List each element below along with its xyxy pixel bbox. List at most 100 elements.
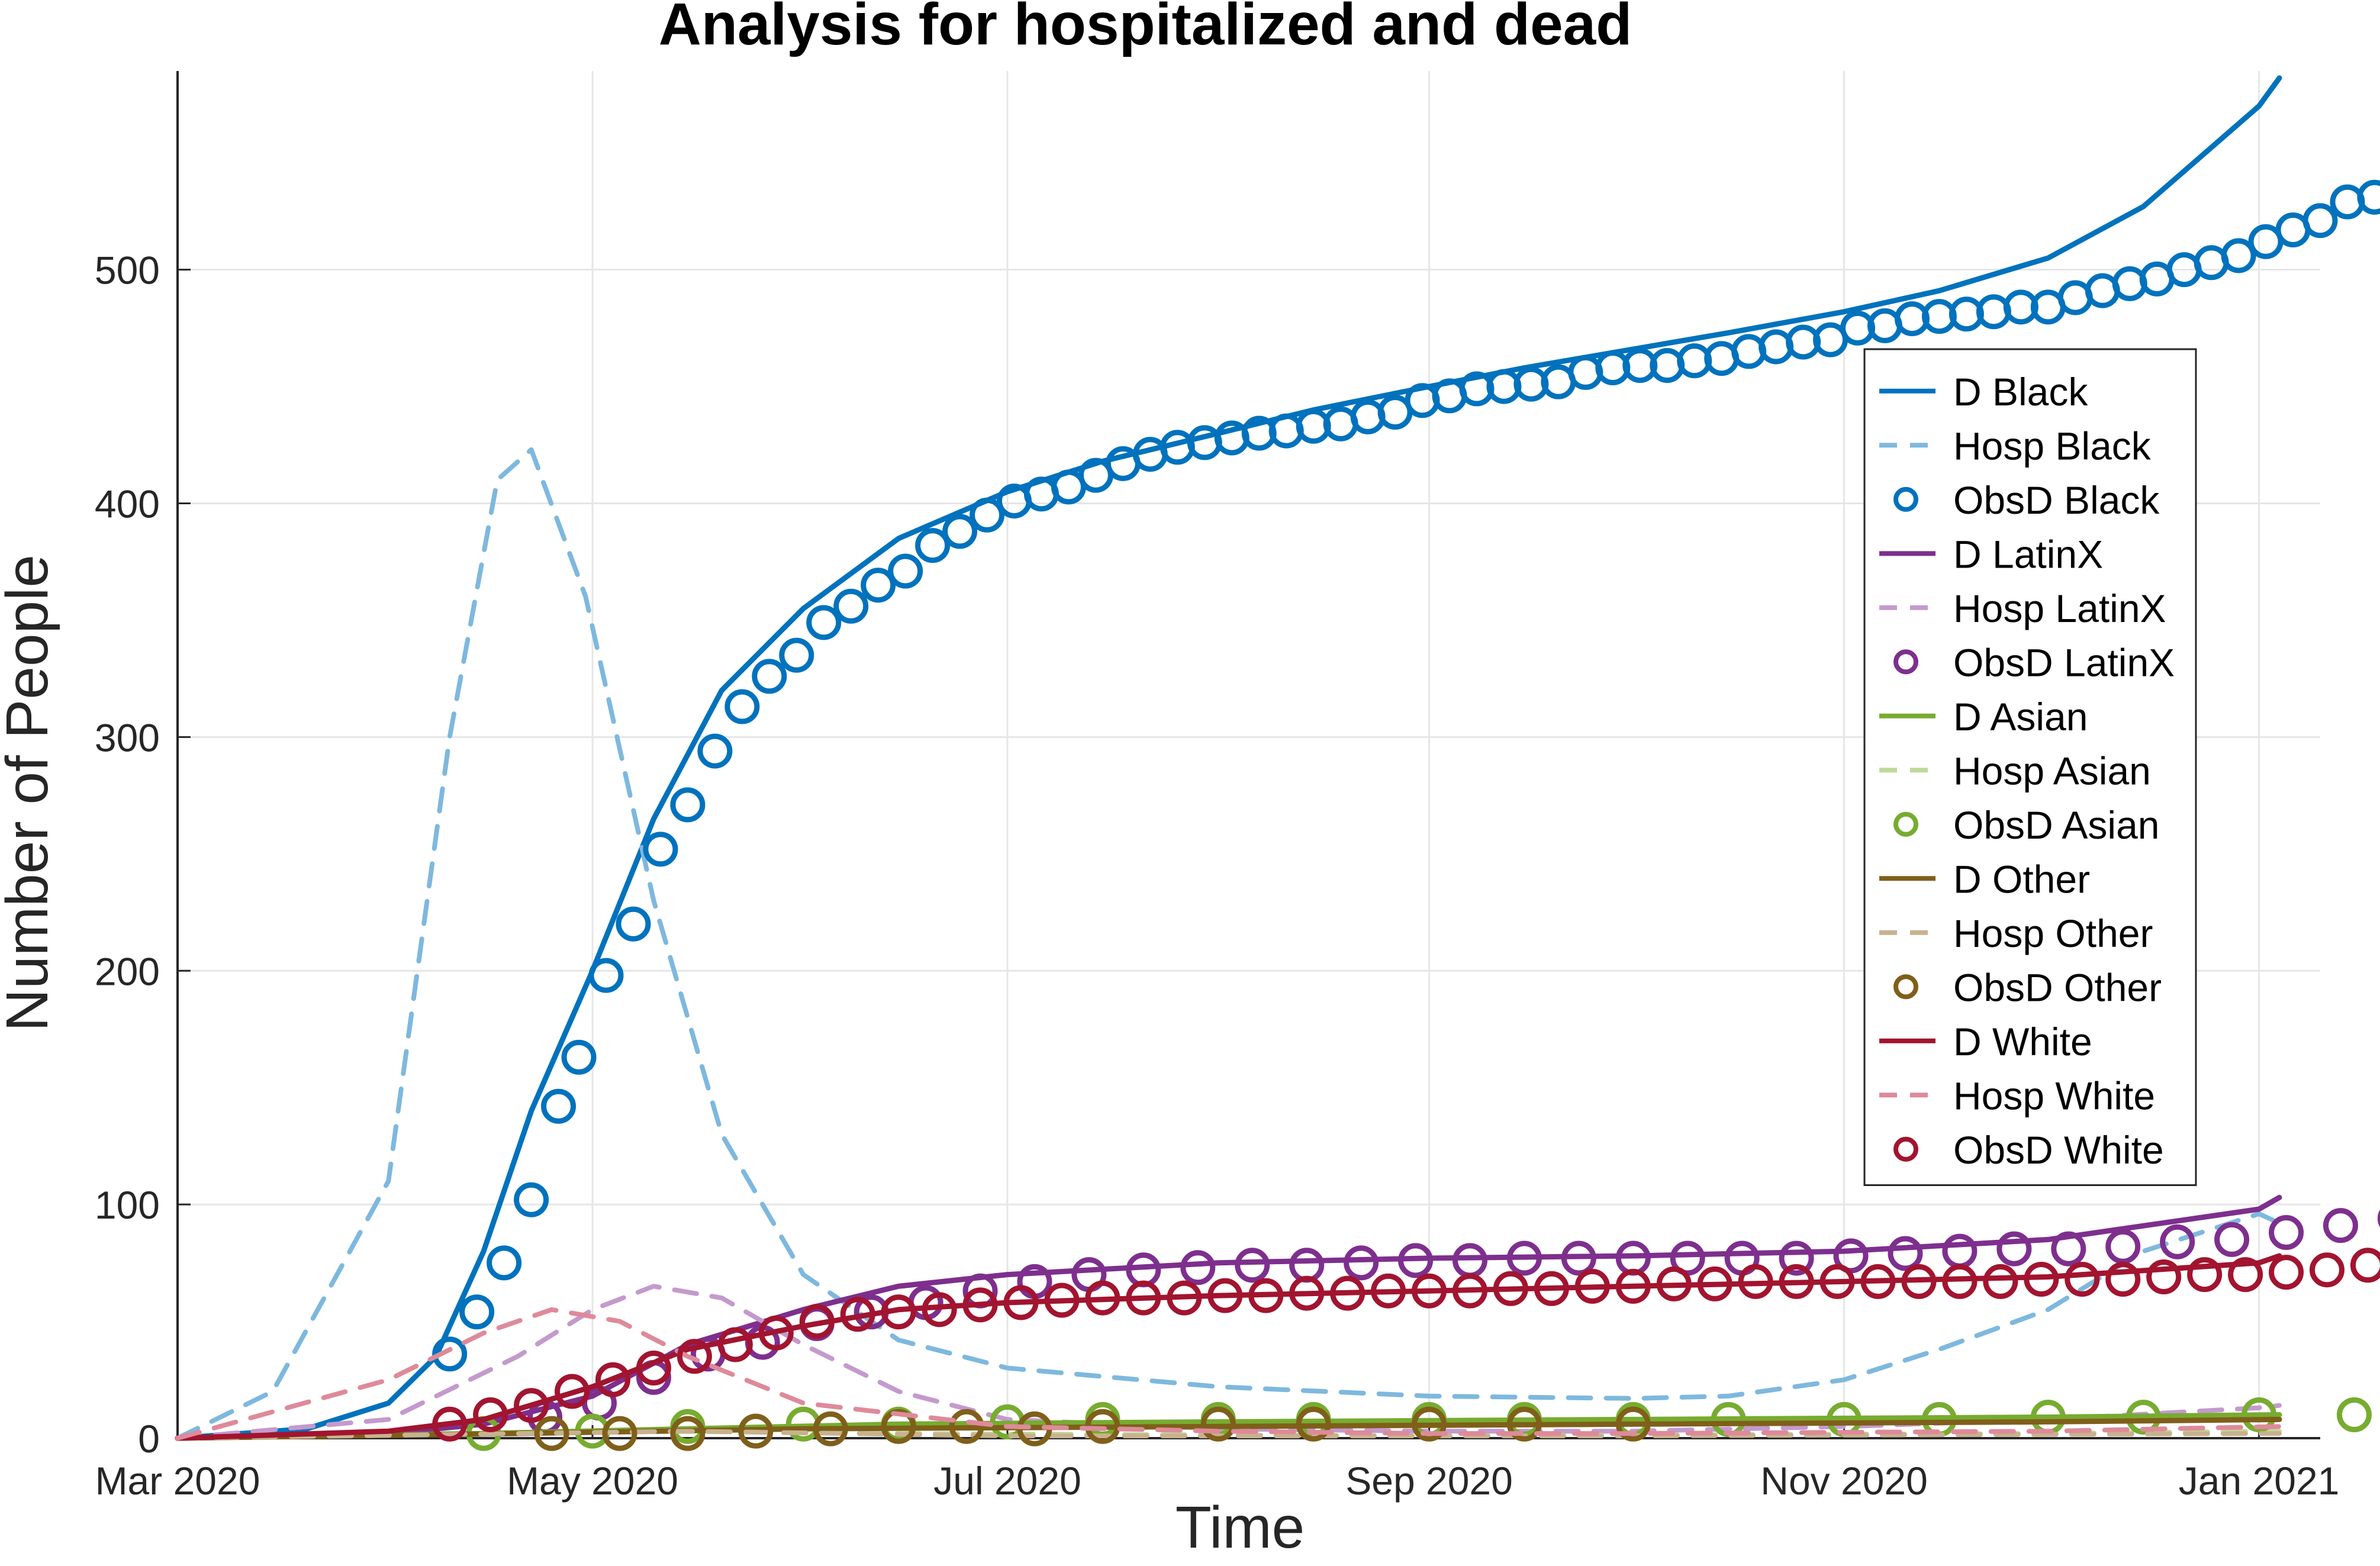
x-tick-label: Mar 2020 [95, 1459, 260, 1503]
y-tick-label: 100 [95, 1183, 160, 1227]
legend-marker [1893, 486, 1918, 512]
data-point [1167, 1280, 1202, 1316]
data-point [970, 497, 1005, 533]
legend-label: D Other [1953, 857, 2090, 901]
series-obsd-other [534, 1406, 1651, 1451]
data-point [724, 689, 760, 724]
data-point [1574, 1268, 1610, 1304]
data-point [534, 1416, 569, 1451]
series-line-hosp-white [175, 1307, 2282, 1441]
legend-marker [1893, 811, 1918, 837]
data-point [643, 832, 678, 867]
data-point [2302, 203, 2338, 239]
data-point [473, 1397, 508, 1433]
legend-entry: Hosp LatinX [1879, 587, 2166, 630]
data-point [1180, 1250, 1216, 1285]
data-point [561, 1039, 597, 1075]
data-point [2105, 1229, 2141, 1264]
series-layer [175, 75, 2380, 1451]
data-point [888, 553, 923, 589]
data-point [2105, 1261, 2141, 1297]
data-point [799, 1304, 835, 1339]
data-point [514, 1182, 549, 1217]
data-point [2228, 1257, 2263, 1293]
series-obsd-black [432, 179, 2380, 1372]
x-tick-label: May 2020 [507, 1459, 678, 1503]
legend-label: Hosp Black [1953, 424, 2152, 468]
data-point [432, 1336, 468, 1372]
legend-label: Hosp LatinX [1953, 587, 2166, 630]
legend-entry: ObsD White [1893, 1128, 2164, 1172]
data-point [861, 568, 896, 603]
data-point [942, 514, 978, 549]
data-point [1506, 1240, 1542, 1276]
x-tick-label: Jul 2020 [933, 1459, 1081, 1503]
data-point [1888, 1236, 1923, 1271]
data-point [670, 1416, 706, 1451]
data-point [1085, 1280, 1120, 1316]
data-point [1412, 1406, 1447, 1442]
legend-label: D White [1953, 1020, 2092, 1064]
data-point [555, 1374, 590, 1409]
data-point [1534, 1271, 1569, 1306]
data-point [1901, 1264, 1937, 1299]
data-point [1561, 1240, 1596, 1276]
data-point [1289, 1275, 1325, 1311]
legend-label: ObsD White [1953, 1128, 2164, 1172]
data-point [1493, 1271, 1528, 1306]
y-tick-label: 400 [95, 482, 160, 526]
data-point [779, 637, 814, 673]
legend-marker [1893, 1136, 1918, 1162]
data-point [2269, 1215, 2304, 1251]
data-point [1452, 1273, 1487, 1309]
series-line-hosp-black [175, 447, 2282, 1441]
data-point [806, 605, 842, 640]
data-point [1615, 1406, 1651, 1442]
data-point [1398, 1243, 1434, 1278]
x-axis-label: Time [1175, 1494, 1305, 1561]
data-point [2065, 1261, 2100, 1297]
legend-entry: ObsD Black [1893, 478, 2160, 522]
data-point [2350, 1248, 2380, 1283]
legend-label: D Asian [1953, 695, 2088, 739]
data-point [1207, 1278, 1243, 1313]
data-point [1344, 1245, 1379, 1281]
data-point [1296, 1406, 1331, 1442]
data-point [2051, 1231, 2086, 1267]
x-tick-label: Jan 2021 [2179, 1459, 2340, 1503]
data-point [487, 1245, 522, 1281]
data-point [541, 1088, 577, 1124]
chart-title: Analysis for hospitalized and dead [659, 0, 1632, 57]
data-point [833, 588, 869, 624]
data-point [2146, 1259, 2182, 1295]
data-point [1330, 1275, 1365, 1311]
legend-marker [1893, 649, 1918, 675]
data-point [752, 659, 787, 694]
data-point [1860, 1264, 1896, 1299]
legend-entry: Hosp Black [1879, 424, 2152, 468]
x-tick-label: Nov 2020 [1760, 1459, 1928, 1503]
data-point [915, 528, 951, 563]
data-point [2125, 1399, 2161, 1435]
data-point [1506, 1406, 1542, 1442]
data-point [1697, 1266, 1732, 1301]
data-point [1200, 1406, 1236, 1442]
data-point [922, 1292, 957, 1327]
data-point [1248, 1278, 1284, 1313]
data-point [1126, 1280, 1161, 1316]
data-point [1656, 1266, 1692, 1301]
legend-label: ObsD Black [1953, 478, 2160, 522]
y-tick-label: 0 [138, 1417, 160, 1461]
data-point [1983, 1264, 2018, 1299]
legend-label: Hosp Other [1953, 911, 2153, 955]
data-point [1003, 1285, 1039, 1320]
data-point [1779, 1264, 1814, 1299]
data-point [1044, 1283, 1080, 1318]
legend-entry: Hosp Asian [1879, 749, 2151, 792]
axes: Mar 2020 May 2020 Jul 2020 Sep 2020 Nov 2020… [95, 71, 2339, 1503]
x-tick-label: Sep 2020 [1345, 1459, 1513, 1503]
data-point [459, 1294, 495, 1330]
data-point [813, 1411, 848, 1446]
y-tick-label: 300 [95, 716, 160, 759]
legend-label: ObsD Other [1953, 965, 2162, 1009]
